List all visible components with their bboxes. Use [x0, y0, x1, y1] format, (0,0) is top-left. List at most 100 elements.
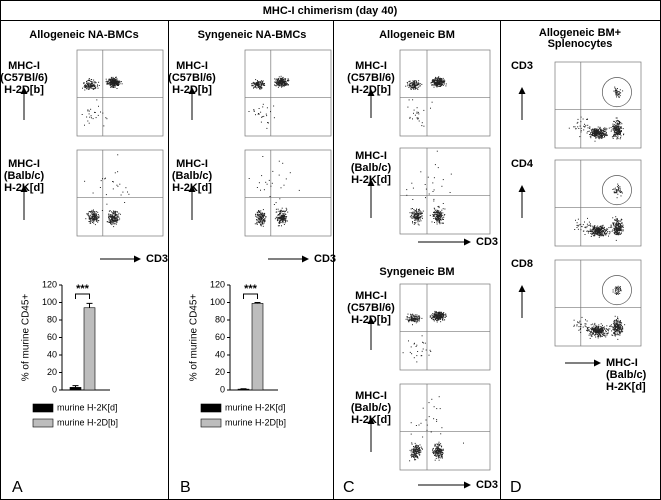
dot — [255, 86, 257, 88]
dot — [601, 329, 603, 331]
dot — [415, 446, 417, 448]
dot — [97, 114, 99, 116]
dot — [616, 286, 618, 288]
dot — [261, 222, 263, 224]
dot-plot — [554, 259, 642, 347]
dot — [284, 214, 286, 216]
dot — [418, 453, 420, 455]
dot — [618, 128, 620, 129]
dot — [258, 219, 260, 220]
dot — [439, 312, 441, 314]
dot — [420, 451, 422, 453]
dot — [595, 330, 597, 332]
dot — [263, 84, 265, 86]
dot — [108, 83, 110, 85]
dot — [601, 232, 603, 234]
dot — [442, 77, 444, 79]
dot — [586, 223, 588, 225]
dot — [617, 95, 619, 97]
dot — [418, 217, 420, 219]
dot — [603, 332, 605, 334]
dot — [615, 224, 617, 226]
dot — [436, 219, 438, 221]
dot — [276, 82, 278, 84]
dot — [425, 197, 426, 199]
dot — [91, 211, 93, 213]
dot — [606, 325, 608, 327]
dot — [88, 221, 90, 222]
dot — [414, 458, 415, 460]
dot — [595, 232, 597, 234]
dot — [116, 218, 117, 220]
dot — [421, 350, 423, 352]
dot — [417, 445, 419, 447]
dot — [619, 332, 620, 334]
dot — [594, 233, 596, 234]
dot — [597, 136, 599, 138]
dot — [417, 445, 419, 447]
dot — [615, 227, 617, 229]
dot — [94, 217, 96, 219]
dot — [618, 230, 620, 232]
dot — [615, 226, 617, 228]
dot — [440, 212, 442, 214]
dot — [615, 93, 617, 95]
dot — [597, 129, 598, 131]
dot — [411, 448, 413, 450]
dot — [282, 221, 284, 223]
dot — [437, 448, 439, 450]
dot — [608, 227, 610, 229]
dot — [621, 325, 623, 327]
dot — [617, 329, 619, 331]
dot — [442, 81, 444, 83]
dot — [415, 453, 417, 455]
dot — [439, 449, 440, 450]
dot — [613, 90, 615, 92]
dot — [617, 316, 619, 318]
dot — [407, 319, 409, 321]
dot — [601, 330, 603, 332]
dot — [113, 213, 115, 215]
dot — [439, 449, 441, 451]
dot — [278, 225, 280, 227]
dot — [418, 120, 420, 122]
dot — [412, 84, 413, 86]
dot — [617, 88, 618, 90]
dot — [617, 293, 619, 294]
dot — [616, 191, 617, 193]
dot — [91, 86, 93, 88]
legend-label: murine H-2K[d] — [57, 402, 118, 412]
dot — [282, 76, 284, 78]
dot — [108, 218, 110, 220]
dot — [439, 457, 441, 459]
dot — [602, 132, 604, 134]
dot — [596, 327, 598, 329]
dot — [95, 213, 97, 215]
dot — [614, 233, 616, 235]
dot — [439, 223, 441, 225]
dot — [281, 82, 283, 84]
dot — [440, 83, 442, 85]
dot — [437, 217, 439, 219]
dot — [416, 317, 418, 319]
dot — [288, 79, 290, 81]
dot — [623, 134, 624, 136]
dot — [113, 221, 115, 223]
dot — [439, 453, 441, 455]
dot — [260, 86, 261, 88]
dot — [264, 213, 266, 215]
dot — [594, 230, 596, 232]
dot — [438, 213, 440, 214]
dot — [600, 335, 602, 337]
dot — [593, 226, 595, 228]
dot — [412, 87, 414, 89]
dot — [585, 326, 587, 328]
dot — [609, 232, 611, 234]
dot — [592, 226, 594, 228]
dot — [442, 314, 444, 316]
dot — [278, 222, 280, 224]
dot — [444, 214, 446, 215]
dot — [115, 80, 117, 82]
dot — [599, 137, 601, 139]
dot — [436, 209, 438, 211]
